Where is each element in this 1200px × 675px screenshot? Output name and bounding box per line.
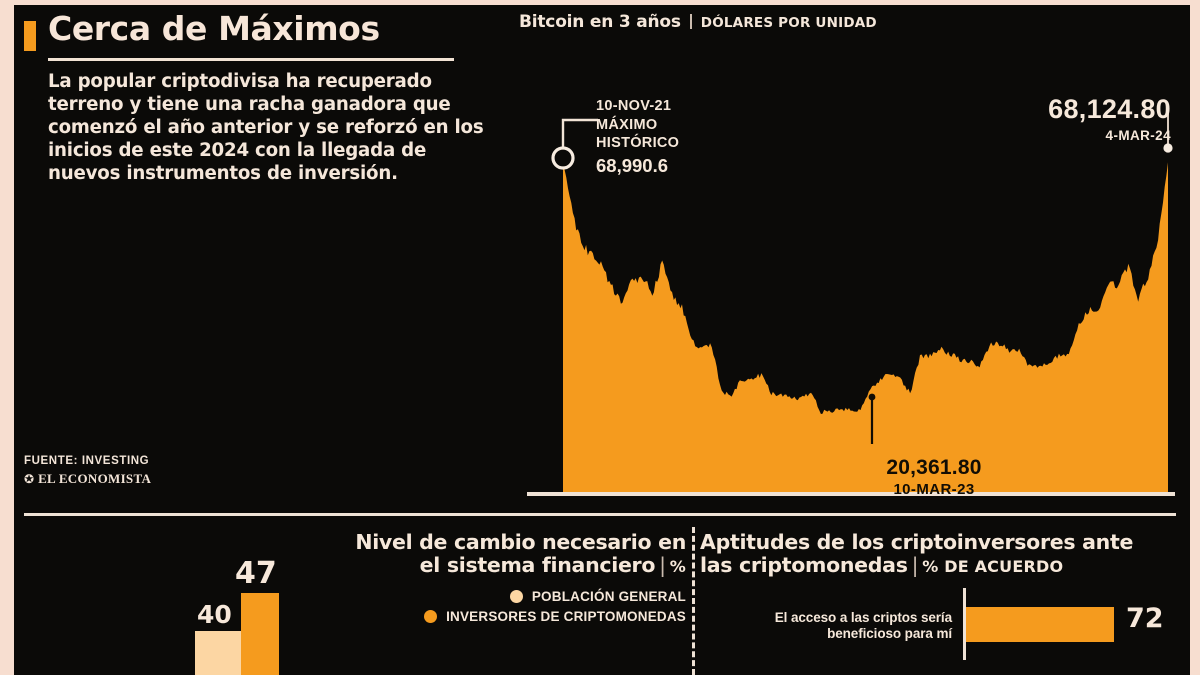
attitudes-panel: Aptitudes de los criptoinversores ante l… (700, 530, 1178, 660)
section-divider-vertical (692, 527, 695, 675)
peak-marker (551, 146, 575, 170)
legend-label: POBLACIÓN GENERAL (531, 588, 686, 604)
low-date: 10-MAR-23 (893, 481, 975, 498)
low-marker (868, 393, 876, 401)
frame-edge-right (1190, 0, 1200, 675)
chart-legend: POBLACIÓN GENERAL INVERSORES DE CRIPTOMO… (296, 589, 686, 624)
attitude-row-label: El acceso a las criptos sería beneficios… (700, 610, 952, 642)
chart-title: Bitcoin en 3 años (519, 12, 681, 32)
latest-annotation: 68,124.80 4-MAR-24 (1048, 94, 1171, 144)
chart-plot-area: 10-NOV-21 MÁXIMO HISTÓRICO 68,990.6 68,1… (519, 44, 1179, 507)
attitudes-title: Aptitudes de los criptoinversores ante l… (700, 530, 1178, 578)
frame-edge-left (0, 0, 14, 675)
axis-baseline (527, 492, 1175, 496)
attitude-label-line1: El acceso a las criptos sería (774, 609, 952, 625)
change-level-title-line1: Nivel de cambio necesario en (355, 530, 686, 554)
change-level-bars: 40 47 (14, 527, 289, 675)
chart-title-separator (689, 14, 692, 29)
bar-general-population (195, 631, 241, 675)
page-title: Cerca de Máximos (48, 9, 380, 48)
bar-value-investors: 47 (235, 556, 277, 591)
latest-marker (1163, 143, 1173, 153)
attitudes-title-line1: Aptitudes de los criptoinversores ante (700, 530, 1134, 554)
attitude-row: El acceso a las criptos sería beneficios… (700, 587, 1178, 660)
source-block: FUENTE: INVESTING ✪ EL ECONOMISTA (24, 455, 151, 487)
change-level-panel: Nivel de cambio necesario en el sistema … (296, 530, 686, 624)
latest-date: 4-MAR-24 (1105, 128, 1171, 143)
legend-item: INVERSORES DE CRIPTOMONEDAS (296, 609, 686, 624)
bar-crypto-investors (241, 593, 279, 675)
peak-label-1: MÁXIMO (596, 116, 658, 133)
change-level-title: Nivel de cambio necesario en el sistema … (296, 530, 686, 578)
attitude-value: 72 (1126, 602, 1164, 634)
attitude-axis (963, 587, 966, 660)
title-pipe-right: | (911, 553, 919, 578)
change-level-unit: % (669, 557, 686, 577)
peak-label-2: HISTÓRICO (596, 135, 680, 152)
publisher-logo: ✪ EL ECONOMISTA (24, 471, 151, 487)
bitcoin-chart: Bitcoin en 3 años DÓLARES POR UNIDAD (519, 12, 1179, 507)
chart-header: Bitcoin en 3 años DÓLARES POR UNIDAD (519, 12, 1179, 32)
peak-leader-line (561, 118, 598, 157)
headline-rule (48, 58, 454, 61)
low-annotation: 20,361.80 10-MAR-23 (854, 456, 1014, 498)
globe-icon: ✪ (24, 472, 35, 486)
attitudes-title-line2: las criptomonedas (700, 553, 908, 578)
peak-value: 68,990.6 (596, 154, 669, 176)
lead-panel: Cerca de Máximos La popular criptodivisa… (24, 9, 494, 186)
low-value: 20,361.80 (886, 456, 982, 479)
frame-edge-top (0, 0, 1200, 5)
peak-annotation: 10-NOV-21 MÁXIMO HISTÓRICO 68,990.6 (596, 97, 679, 177)
area-chart-svg (527, 104, 1175, 496)
headline-row: Cerca de Máximos (24, 9, 494, 51)
source-label: FUENTE: INVESTING (24, 455, 150, 467)
legend-label: INVERSORES DE CRIPTOMONEDAS (446, 608, 686, 624)
section-divider-horizontal (24, 513, 1176, 516)
attitude-bar (966, 606, 1114, 642)
legend-swatch-icon (424, 609, 438, 623)
peak-date: 10-NOV-21 (596, 98, 672, 114)
attitudes-unit: % DE ACUERDO (922, 557, 1064, 577)
publisher-name: EL ECONOMISTA (38, 471, 152, 486)
title-pipe-center: | (659, 553, 666, 578)
latest-value: 68,124.80 (1048, 94, 1171, 124)
change-level-title-line2: el sistema financiero (419, 553, 656, 578)
legend-swatch-icon (509, 589, 523, 603)
attitude-label-line2: beneficioso para mí (827, 625, 952, 641)
bar-value-general: 40 (197, 600, 232, 629)
chart-subtitle: DÓLARES POR UNIDAD (700, 15, 877, 31)
lead-paragraph: La popular criptodivisa ha recuperado te… (48, 71, 484, 185)
legend-item: POBLACIÓN GENERAL (296, 589, 686, 604)
headline-accent-bar (24, 21, 36, 51)
price-area-series (563, 158, 1168, 492)
